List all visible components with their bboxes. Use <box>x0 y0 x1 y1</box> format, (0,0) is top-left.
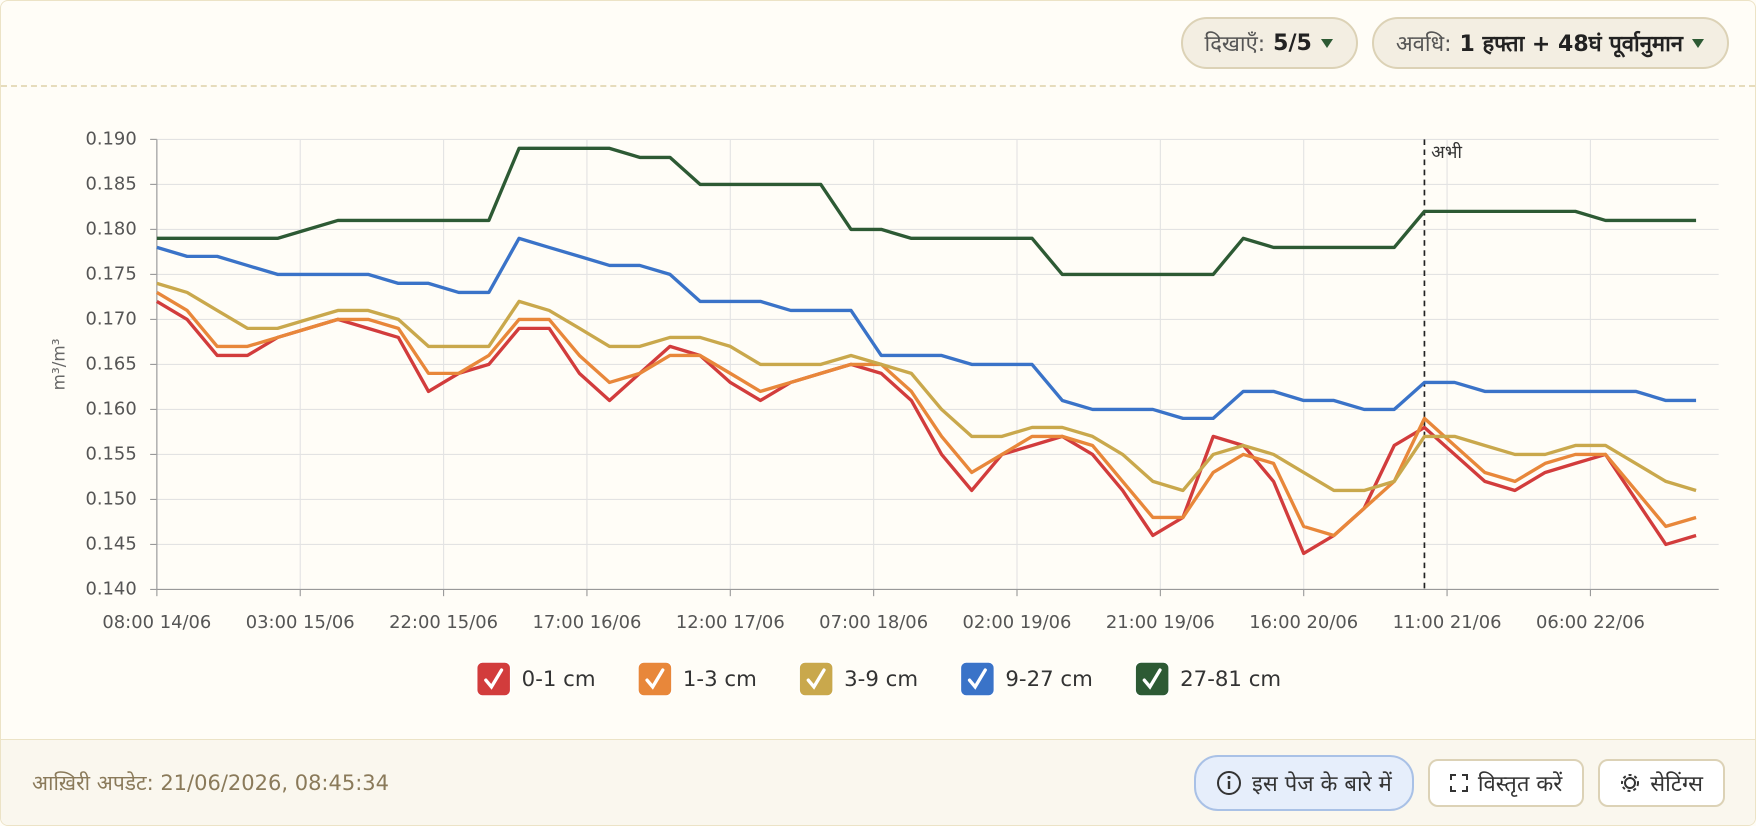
y-tick-label: 0.150 <box>85 488 136 509</box>
legend-label: 27-81 cm <box>1180 667 1281 692</box>
button-label: विस्तृत करें <box>1477 771 1563 797</box>
y-tick-label: 0.190 <box>85 128 136 149</box>
series-count-dropdown[interactable]: दिखाएँ: 5/5 <box>1180 17 1358 69</box>
toolbar: दिखाएँ: 5/5 अवधि: 1 हफ्ता + 48घं पूर्वान… <box>1 1 1755 87</box>
dropdown-arrow <box>1320 39 1333 48</box>
legend-checkbox <box>476 661 512 697</box>
legend-label: 9-27 cm <box>1005 667 1092 692</box>
settings-button[interactable]: सेटिंग्स <box>1598 758 1725 807</box>
now-label: अभी <box>1431 141 1462 163</box>
y-tick-label: 0.165 <box>85 353 136 374</box>
check-icon <box>645 668 665 690</box>
y-tick-label: 0.175 <box>85 263 136 284</box>
legend-label: 1-3 cm <box>683 667 757 692</box>
dropdown-label: दिखाएँ: <box>1204 32 1266 57</box>
about-button[interactable]: इस पेज के बारे में <box>1194 754 1414 811</box>
x-tick-label: 22:00 15/06 <box>389 612 498 633</box>
dropdown-label: अवधि: <box>1395 32 1452 57</box>
x-tick-label: 07:00 18/06 <box>819 612 928 633</box>
footer: आख़िरी अपडेट: 21/06/2026, 08:45:34 इस पे… <box>1 739 1755 825</box>
legend-label: 0-1 cm <box>522 667 596 692</box>
legend-checkbox <box>637 661 673 697</box>
x-tick-label: 08:00 14/06 <box>102 612 211 633</box>
check-icon <box>1142 668 1162 690</box>
legend-item[interactable]: 1-3 cm <box>637 661 757 697</box>
button-label: सेटिंग्स <box>1650 771 1703 797</box>
dropdown-value: 5/5 <box>1273 30 1312 56</box>
chart: m³/m³ 0.140 0.145 0.150 0.155 0.160 0.165 0.17… <box>48 128 1719 697</box>
y-tick-label: 0.170 <box>85 308 136 329</box>
legend-label: 3-9 cm <box>844 667 918 692</box>
legend-item[interactable]: 27-81 cm <box>1134 661 1281 697</box>
dropdown-value: 1 हफ्ता + 48घं पूर्वानुमान <box>1459 32 1683 57</box>
x-tick-label: 06:00 22/06 <box>1536 612 1645 633</box>
x-tick-label: 17:00 16/06 <box>532 612 641 633</box>
legend-item[interactable]: 9-27 cm <box>960 661 1093 697</box>
info-icon <box>1217 770 1242 795</box>
x-tick-label: 02:00 19/06 <box>963 612 1072 633</box>
period-dropdown[interactable]: अवधि: 1 हफ्ता + 48घं पूर्वानुमान <box>1371 17 1729 69</box>
series-line <box>156 281 1697 493</box>
y-axis-label: m³/m³ <box>48 339 68 391</box>
button-label: इस पेज के बारे में <box>1252 771 1392 797</box>
legend-checkbox <box>1134 661 1170 697</box>
y-tick-label: 0.180 <box>85 218 136 239</box>
check-icon <box>806 668 826 690</box>
y-tick-label: 0.185 <box>85 173 136 194</box>
series-line <box>156 146 1697 277</box>
x-tick-label: 03:00 15/06 <box>246 612 355 633</box>
legend-checkbox <box>960 661 995 697</box>
series-line <box>156 290 1697 538</box>
dropdown-arrow <box>1692 39 1704 48</box>
x-tick-label: 16:00 20/06 <box>1249 612 1358 633</box>
legend-item[interactable]: 3-9 cm <box>798 661 918 697</box>
legend-item[interactable]: 0-1 cm <box>476 661 596 697</box>
series-line <box>156 236 1697 421</box>
x-tick-label: 21:00 19/06 <box>1106 612 1215 633</box>
expand-icon <box>1449 773 1468 792</box>
settings-icon <box>1621 773 1640 792</box>
y-tick-label: 0.155 <box>85 443 136 464</box>
check-icon <box>484 668 504 690</box>
x-tick-label: 12:00 17/06 <box>676 612 785 633</box>
x-tick-label: 11:00 21/06 <box>1393 612 1502 633</box>
y-tick-label: 0.145 <box>85 533 136 554</box>
last-update: आख़िरी अपडेट: 21/06/2026, 08:45:34 <box>32 770 390 795</box>
check-icon <box>967 668 987 690</box>
y-tick-label: 0.160 <box>85 398 136 419</box>
legend-checkbox <box>798 661 834 697</box>
y-tick-label: 0.140 <box>85 578 136 599</box>
series-line <box>156 299 1697 556</box>
legend: 0-1 cm 1-3 cm 3-9 cm 9-27 cm 27-81 cm <box>476 661 1281 697</box>
expand-button[interactable]: विस्तृत करें <box>1427 758 1585 807</box>
